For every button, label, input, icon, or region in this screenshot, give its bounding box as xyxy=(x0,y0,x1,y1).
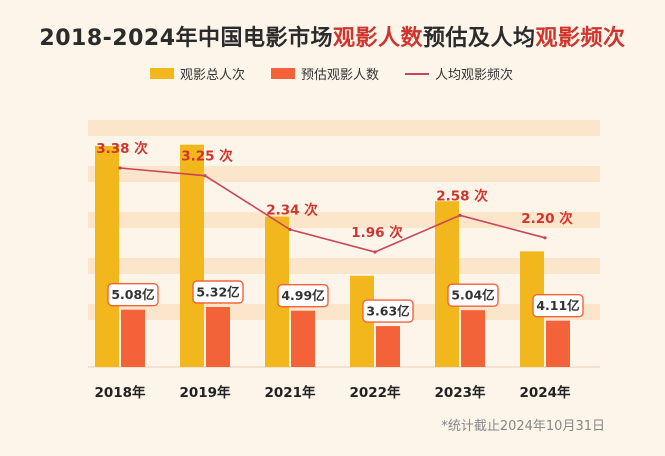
bar-audience-0 xyxy=(121,309,145,367)
background-band-2 xyxy=(88,212,600,228)
x-tick-label-3: 2022年 xyxy=(349,384,401,401)
x-tick-label-2: 2021年 xyxy=(264,384,316,401)
audience-data-label-1: 5.32亿 xyxy=(196,285,239,300)
x-tick-label-0: 2018年 xyxy=(94,384,146,401)
audience-label-box-4 xyxy=(447,283,499,307)
audience-label-box-1 xyxy=(192,280,244,304)
footnote: *统计截止2024年10月31日 xyxy=(441,419,605,434)
legend-swatch-frequency xyxy=(405,72,430,75)
frequency-point-4 xyxy=(458,213,462,217)
background-band-0 xyxy=(88,120,600,136)
x-tick-label-1: 2019年 xyxy=(179,384,231,401)
legend-item-total: 观影总人次 xyxy=(150,64,245,83)
bar-audience-4 xyxy=(461,310,485,367)
bar-audience-2 xyxy=(291,310,315,367)
frequency-line xyxy=(119,167,546,253)
frequency-data-label-0: 3.38 次 xyxy=(96,140,148,157)
title-part-3: 预估及人均 xyxy=(423,26,536,51)
background-band-1 xyxy=(88,166,600,182)
frequency-data-label-4: 2.58 次 xyxy=(436,187,488,204)
legend: 观影总人次 预估观影人数 人均观影频次 xyxy=(150,64,513,83)
audience-label-box-0 xyxy=(107,283,159,307)
legend-label-total: 观影总人次 xyxy=(180,68,246,83)
legend-item-audience: 预估观影人数 xyxy=(271,64,379,83)
title-part-1: 2018-2024年中国电影市场 xyxy=(39,26,334,51)
x-tick-label-4: 2023年 xyxy=(434,384,486,401)
frequency-data-label-5: 2.20 次 xyxy=(521,210,573,227)
audience-data-label-0: 5.08亿 xyxy=(111,287,154,302)
title-part-2: 观影人数 xyxy=(333,26,424,51)
frequency-data-label-2: 2.34 次 xyxy=(266,202,318,219)
frequency-point-2 xyxy=(288,227,292,232)
x-tick-label-5: 2024年 xyxy=(519,384,571,401)
audience-label-box-5 xyxy=(532,293,584,318)
audience-label-box-3 xyxy=(362,299,414,323)
bar-audience-1 xyxy=(206,307,230,367)
audience-label-box-2 xyxy=(277,284,329,308)
audience-data-label-4: 5.04亿 xyxy=(451,288,494,303)
audience-data-label-2: 4.99亿 xyxy=(281,288,324,303)
bar-audience-3 xyxy=(376,326,400,367)
audience-data-label-5: 4.11亿 xyxy=(536,298,579,313)
frequency-point-5 xyxy=(543,236,547,240)
legend-item-frequency: 人均观影频次 xyxy=(405,64,513,83)
legend-label-audience: 预估观影人数 xyxy=(301,68,380,83)
bar-total-1 xyxy=(180,144,204,367)
legend-swatch-audience xyxy=(271,68,296,79)
legend-swatch-total xyxy=(150,68,174,79)
frequency-data-label-1: 3.25 次 xyxy=(181,148,233,165)
chart-title: 2018-2024年中国电影市场观影人数预估及人均观影频次 xyxy=(0,20,665,52)
background-band-3 xyxy=(88,258,600,274)
frequency-point-0 xyxy=(118,166,122,170)
frequency-point-1 xyxy=(203,174,207,178)
bar-audience-5 xyxy=(546,320,570,367)
frequency-data-label-3: 1.96 次 xyxy=(351,224,403,241)
bar-total-0 xyxy=(95,145,119,367)
legend-label-frequency: 人均观影频次 xyxy=(435,68,514,83)
frequency-point-3 xyxy=(373,250,377,254)
audience-data-label-3: 3.63亿 xyxy=(366,304,409,319)
title-part-4: 观影频次 xyxy=(535,26,626,51)
